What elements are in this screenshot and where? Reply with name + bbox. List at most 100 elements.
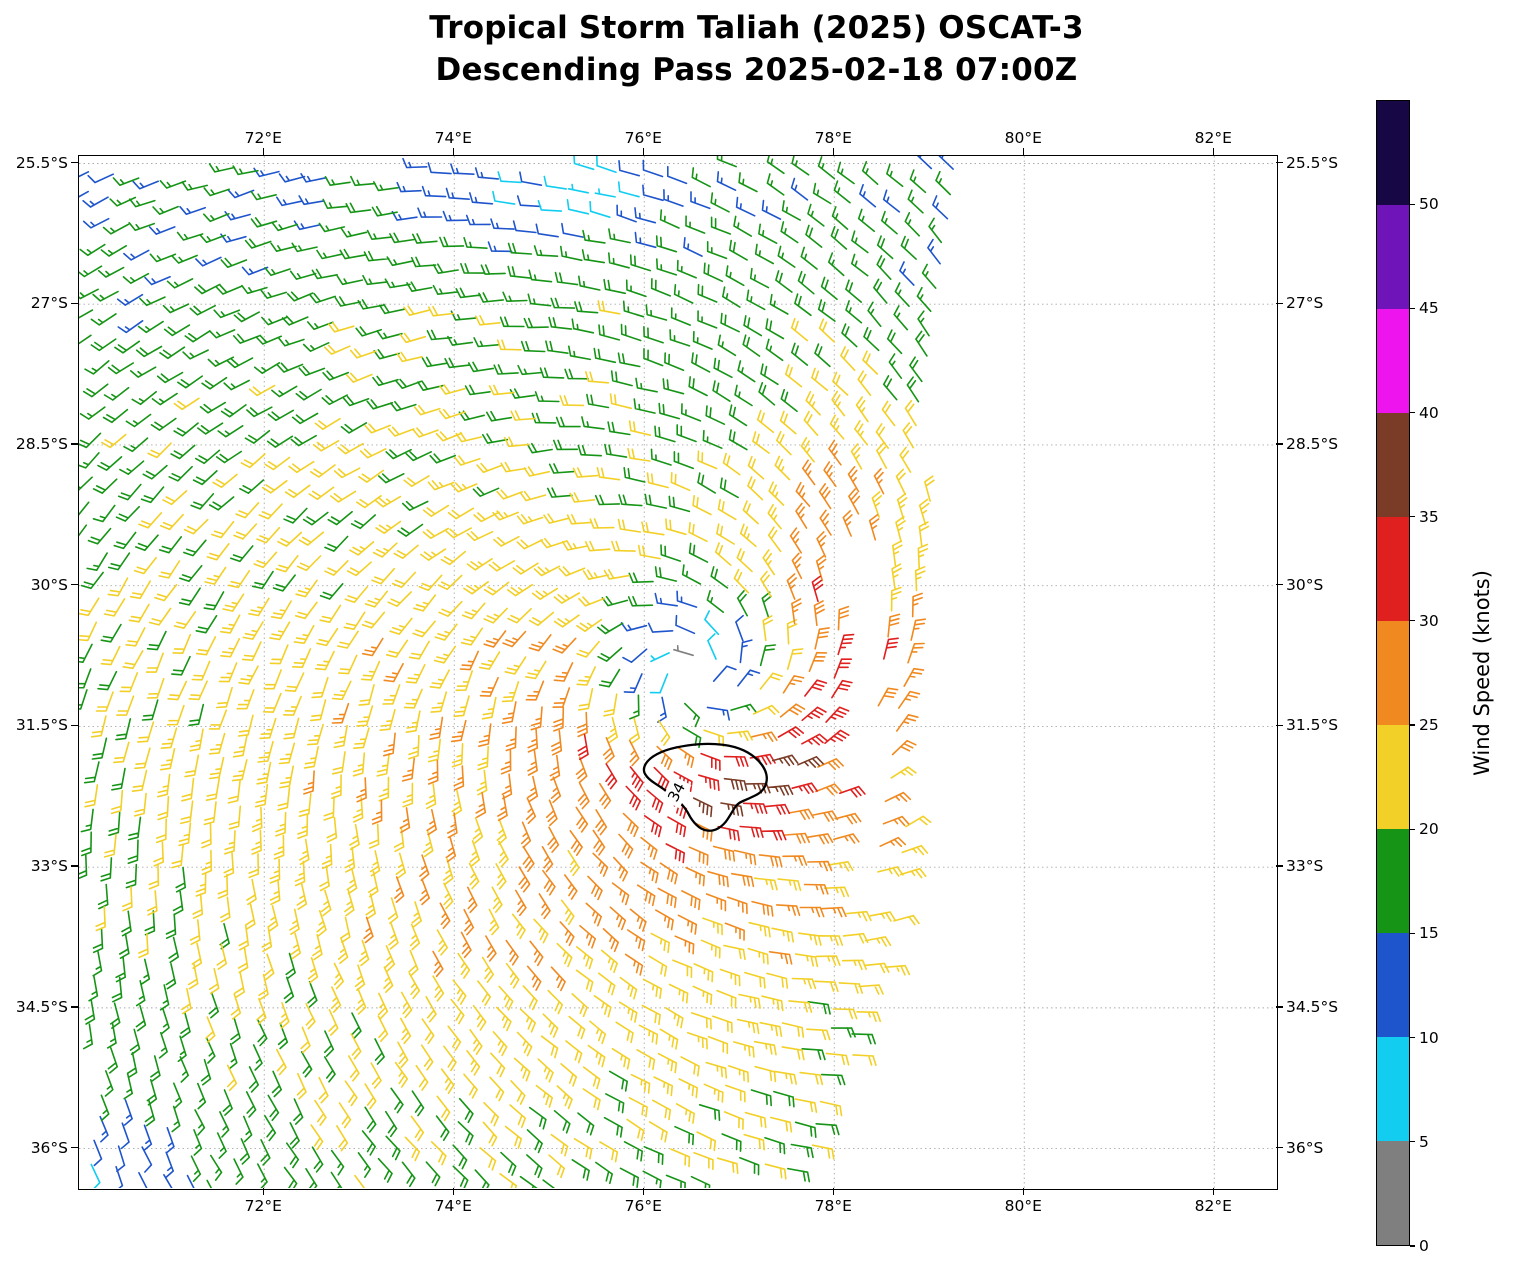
colorbar-tick-label: 10: [1419, 1028, 1439, 1047]
gridlines: [79, 156, 1276, 1188]
x-tick-mark-top: [1022, 148, 1024, 155]
colorbar-segment: [1377, 517, 1409, 621]
colorbar-tick-mark: [1410, 203, 1415, 205]
x-tick-mark-top: [262, 148, 264, 155]
y-tick-label-left: 28.5°S: [15, 434, 68, 453]
y-tick-mark-right: [1276, 865, 1283, 867]
x-tick-label-bottom: 74°E: [434, 1197, 472, 1215]
colorbar: [1376, 100, 1410, 1246]
x-tick-label-top: 72°E: [244, 129, 282, 147]
x-tick-mark-bottom: [1212, 1188, 1214, 1195]
colorbar-tick-mark: [1410, 1245, 1415, 1247]
colorbar-segment: [1377, 829, 1409, 933]
chart-title-line2: Descending Pass 2025-02-18 07:00Z: [435, 51, 1078, 88]
x-tick-label-bottom: 82°E: [1194, 1197, 1232, 1215]
y-tick-mark-left: [71, 724, 78, 727]
y-tick-label-left: 36°S: [30, 1138, 68, 1157]
x-tick-mark-bottom: [262, 1188, 264, 1195]
y-tick-label-right: 30°S: [1286, 575, 1324, 594]
colorbar-tick-label: 20: [1419, 820, 1439, 839]
colorbar-tick-mark: [1410, 724, 1415, 726]
y-tick-label-right: 36°S: [1286, 1138, 1324, 1157]
map-plot: 34: [78, 155, 1278, 1190]
chart-title-line1: Tropical Storm Taliah (2025) OSCAT-3: [429, 10, 1084, 46]
colorbar-tick-label: 5: [1419, 1132, 1429, 1151]
y-tick-label-right: 34.5°S: [1286, 997, 1339, 1016]
x-tick-label-top: 82°E: [1194, 129, 1232, 147]
colorbar-segment: [1377, 933, 1409, 1037]
y-tick-mark-left: [71, 1146, 78, 1149]
y-tick-label-left: 34.5°S: [15, 997, 68, 1016]
colorbar-tick-label: 0: [1419, 1237, 1429, 1255]
x-tick-mark-bottom: [642, 1188, 644, 1195]
colorbar-segment: [1377, 309, 1409, 413]
y-tick-mark-left: [71, 865, 78, 867]
y-tick-mark-right: [1276, 443, 1283, 445]
colorbar-tick-label: 15: [1419, 924, 1439, 943]
colorbar-tick-label: 35: [1419, 507, 1439, 526]
chart-title: Tropical Storm Taliah (2025) OSCAT-3 Des…: [0, 8, 1513, 91]
wind-barbs: [79, 156, 954, 1188]
colorbar-tick-label: 40: [1419, 403, 1439, 422]
colorbar-segment: [1377, 205, 1409, 309]
y-tick-mark-left: [71, 584, 78, 586]
colorbar-tick-mark: [1410, 1141, 1415, 1143]
colorbar-segment: [1377, 1037, 1409, 1141]
colorbar-tick-mark: [1410, 1037, 1415, 1039]
y-tick-label-right: 27°S: [1286, 294, 1324, 313]
x-tick-label-bottom: 76°E: [624, 1197, 662, 1215]
colorbar-tick-mark: [1410, 307, 1415, 309]
y-tick-mark-right: [1276, 1146, 1283, 1149]
y-tick-label-left: 33°S: [30, 857, 68, 876]
y-tick-mark-right: [1276, 302, 1283, 304]
y-tick-label-right: 31.5°S: [1286, 716, 1339, 735]
y-tick-mark-right: [1276, 724, 1283, 727]
y-tick-mark-right: [1276, 1006, 1283, 1008]
y-tick-mark-left: [71, 1006, 78, 1008]
x-tick-label-bottom: 80°E: [1004, 1197, 1042, 1215]
y-tick-mark-left: [71, 302, 78, 304]
x-tick-mark-top: [452, 148, 454, 155]
colorbar-tick-label: 45: [1419, 299, 1439, 318]
y-tick-label-left: 30°S: [30, 575, 68, 594]
colorbar-tick-mark: [1410, 516, 1415, 518]
x-tick-label-bottom: 72°E: [244, 1197, 282, 1215]
wind-barb-map: 34: [79, 156, 1276, 1188]
x-tick-mark-top: [1212, 148, 1214, 155]
y-tick-label-right: 28.5°S: [1286, 434, 1339, 453]
colorbar-segment: [1377, 413, 1409, 517]
isotach-34kt-contour: [642, 742, 768, 832]
y-tick-label-left: 31.5°S: [15, 716, 68, 735]
y-tick-mark-right: [1276, 161, 1283, 164]
x-tick-label-top: 76°E: [624, 129, 662, 147]
x-tick-label-top: 80°E: [1004, 129, 1042, 147]
colorbar-tick-label: 30: [1419, 611, 1439, 630]
x-tick-mark-bottom: [1022, 1188, 1024, 1195]
y-tick-label-right: 33°S: [1286, 857, 1324, 876]
x-tick-mark-top: [832, 148, 834, 155]
y-tick-label-right: 25.5°S: [1286, 153, 1339, 172]
colorbar-tick-mark: [1410, 411, 1415, 414]
x-tick-label-bottom: 78°E: [814, 1197, 852, 1215]
colorbar-segment: [1377, 725, 1409, 829]
x-tick-label-top: 74°E: [434, 129, 472, 147]
y-tick-label-left: 27°S: [30, 294, 68, 313]
colorbar-segment: [1377, 621, 1409, 725]
colorbar-tick-mark: [1410, 932, 1415, 935]
x-tick-mark-bottom: [452, 1188, 454, 1195]
y-tick-mark-right: [1276, 584, 1283, 586]
colorbar-tick-mark: [1410, 828, 1415, 830]
colorbar-tick-label: 25: [1419, 716, 1439, 735]
x-tick-label-top: 78°E: [814, 129, 852, 147]
y-tick-mark-left: [71, 161, 78, 164]
colorbar-segment: [1377, 101, 1409, 205]
colorbar-segment: [1377, 1141, 1409, 1245]
y-tick-mark-left: [71, 443, 78, 445]
isotach-contour-label: 34: [661, 775, 692, 809]
colorbar-tick-label: 50: [1419, 195, 1439, 214]
colorbar-axis-label: Wind Speed (knots): [1470, 570, 1494, 776]
x-tick-mark-top: [642, 148, 644, 155]
y-tick-label-left: 25.5°S: [15, 153, 68, 172]
x-tick-mark-bottom: [832, 1188, 834, 1195]
